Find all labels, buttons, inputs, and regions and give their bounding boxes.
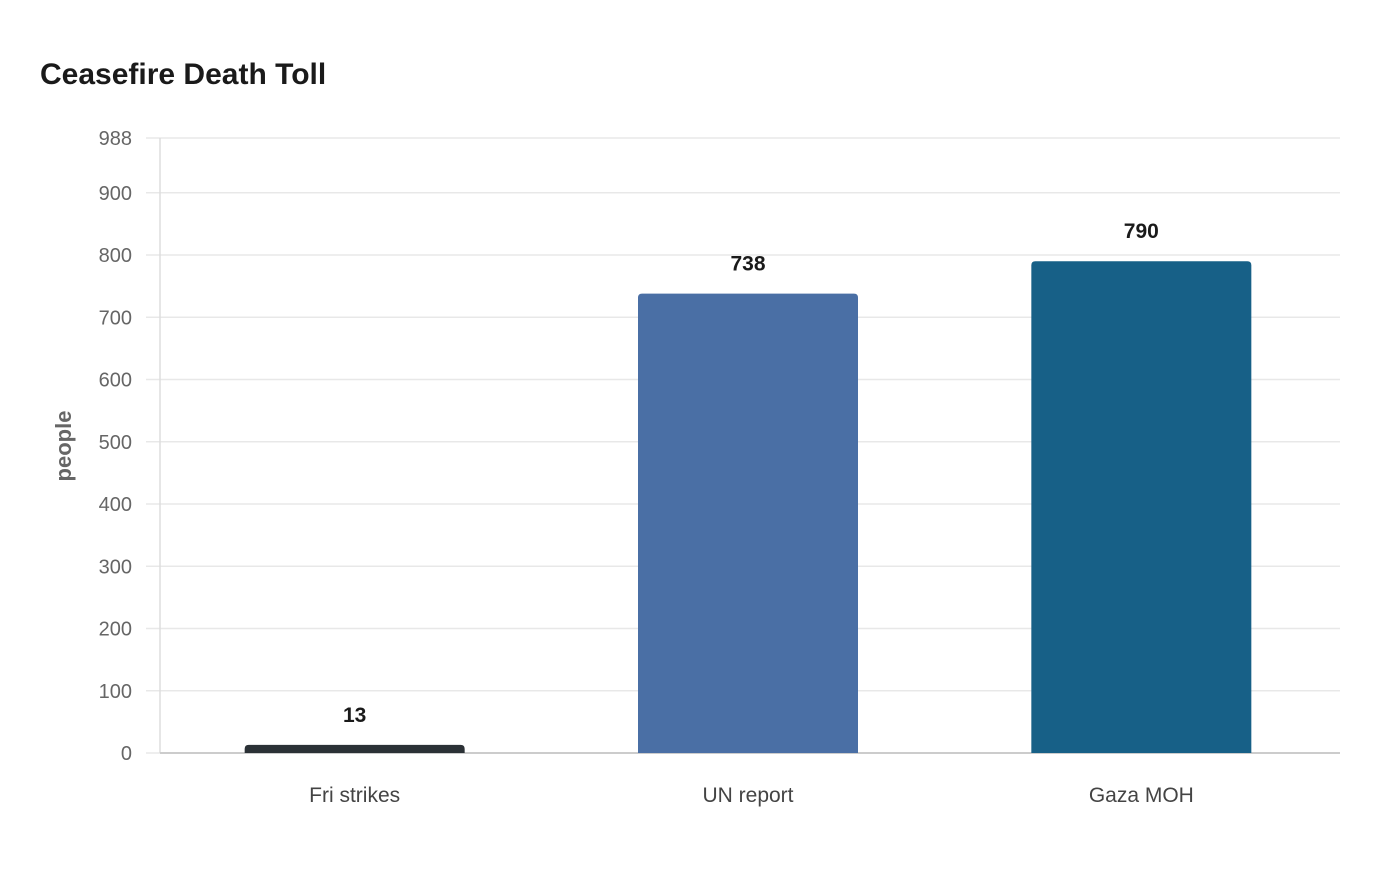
y-tick-label: 400 [99, 494, 132, 516]
data-label: 738 [730, 253, 765, 276]
y-tick-label: 500 [99, 432, 132, 454]
x-tick-label: Fri strikes [309, 784, 400, 807]
y-tick-label: 300 [99, 556, 132, 578]
bar [638, 293, 858, 753]
y-tick-label: 700 [99, 307, 132, 329]
x-tick-label: UN report [702, 784, 793, 807]
x-tick-label: Gaza MOH [1089, 784, 1194, 807]
chart-title: Ceasefire Death Toll [40, 58, 327, 91]
bar [1031, 261, 1252, 753]
y-tick-label: 100 [99, 681, 132, 703]
y-tick-label: 900 [99, 183, 132, 205]
bars [244, 261, 1252, 753]
y-tick-label: 200 [99, 619, 132, 641]
bar [244, 744, 465, 753]
y-tick-label: 600 [99, 370, 132, 392]
data-label: 790 [1124, 220, 1159, 243]
y-axis-title: people [51, 411, 76, 482]
data-label: 13 [343, 704, 366, 727]
y-tick-label: 0 [121, 743, 132, 765]
y-tick-label: 988 [99, 128, 132, 150]
y-tick-label: 800 [99, 245, 132, 267]
labels: 13 Fri strikes 738 UN report 790 Gaza MOH [309, 220, 1194, 807]
